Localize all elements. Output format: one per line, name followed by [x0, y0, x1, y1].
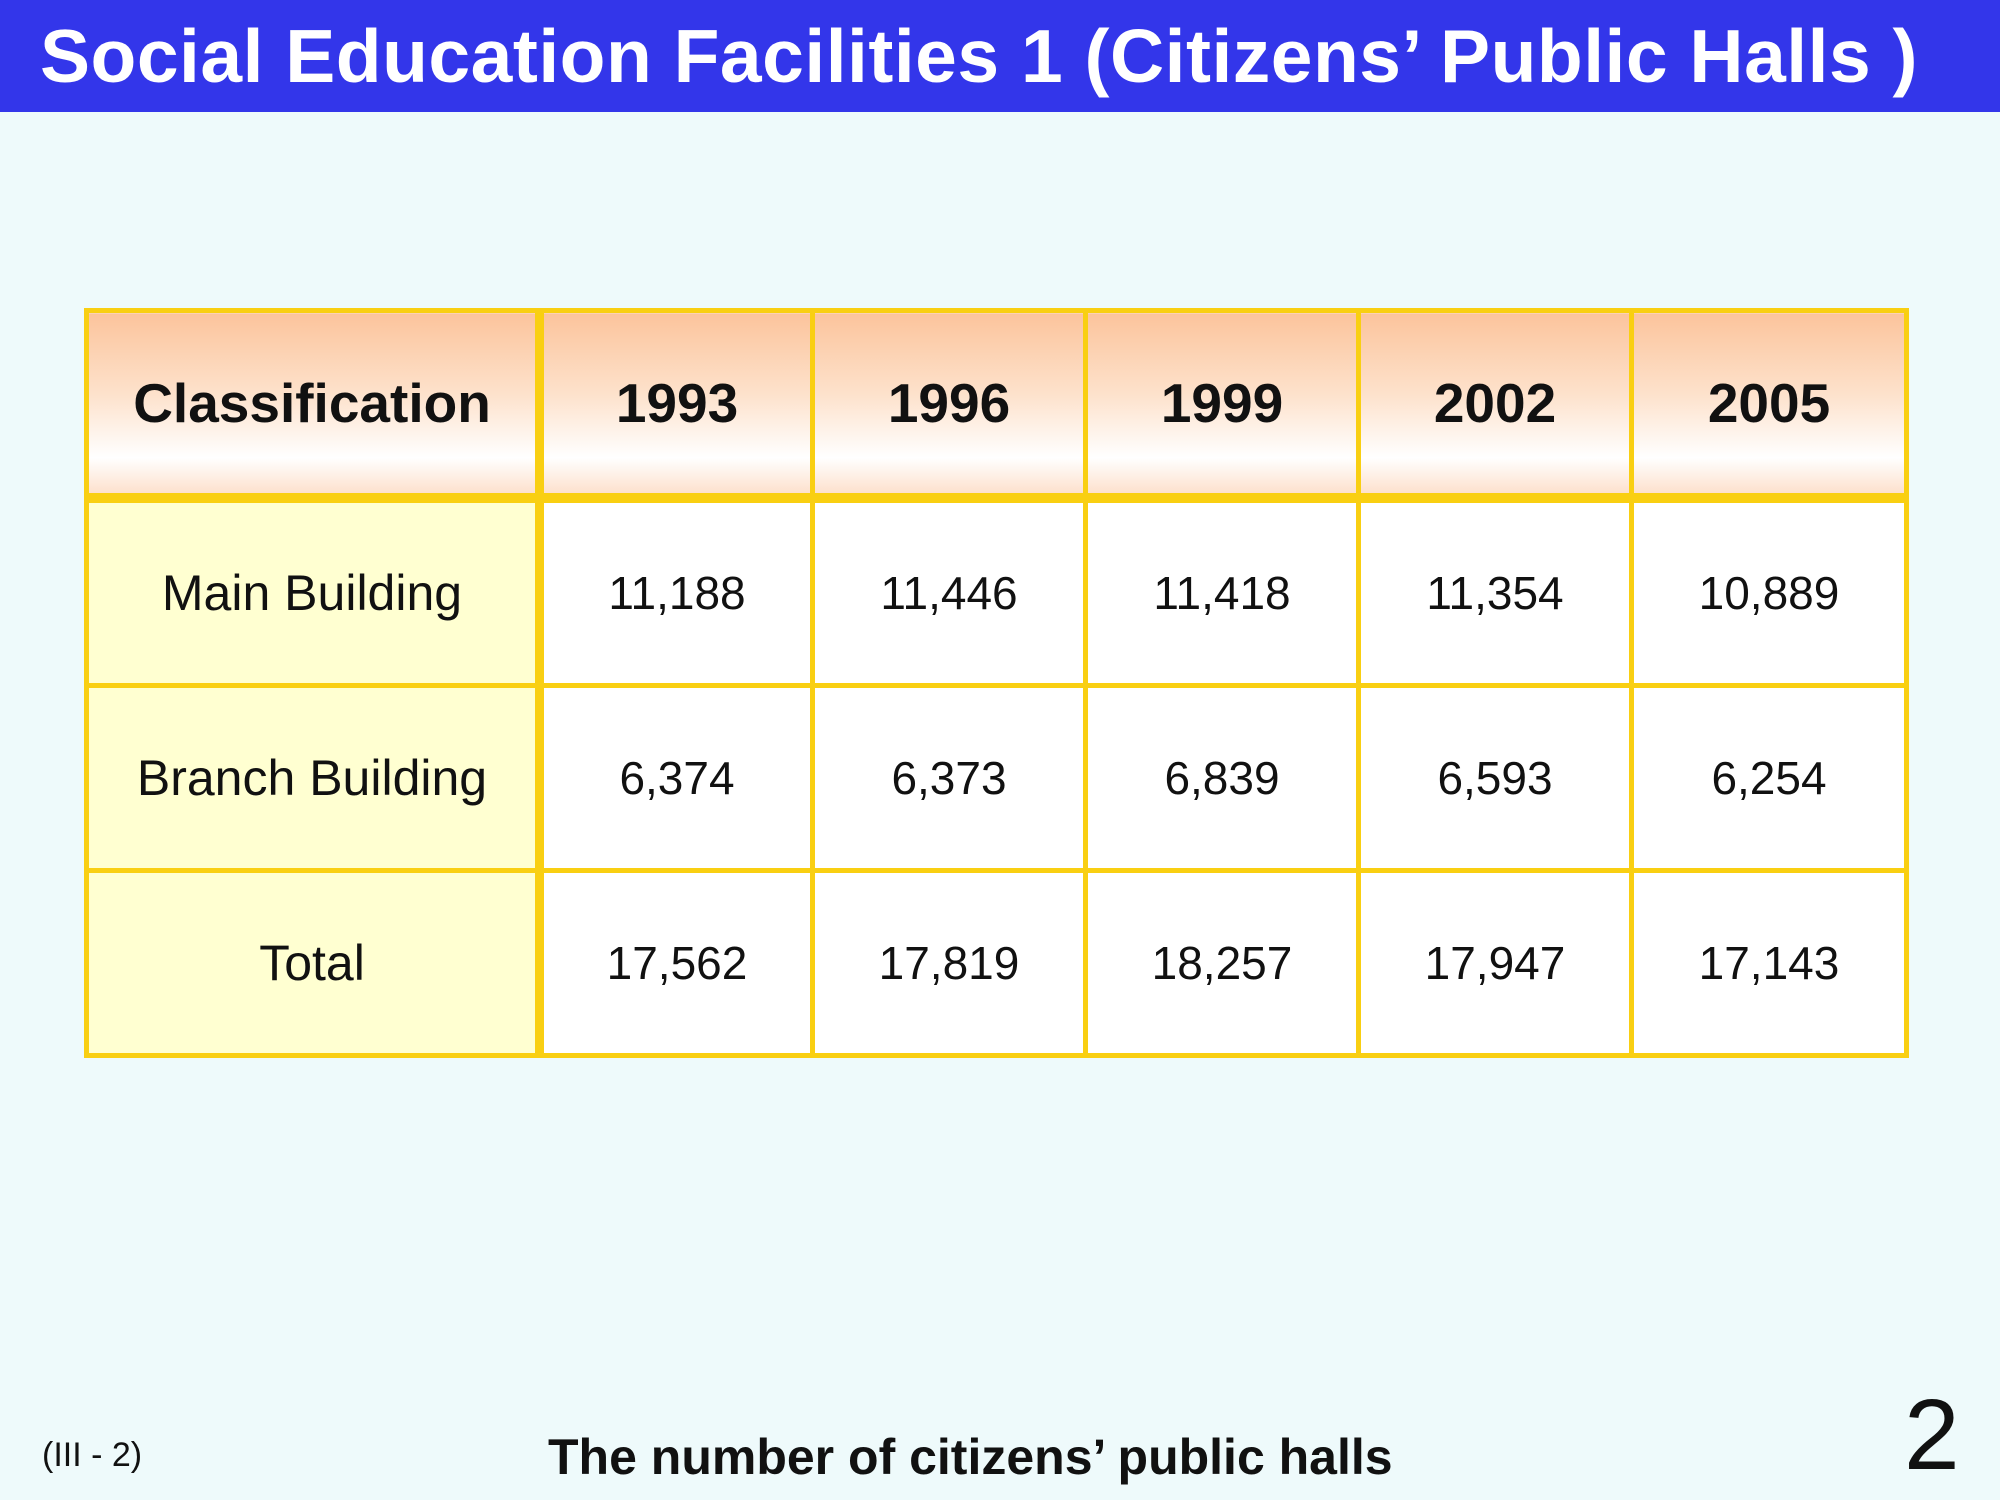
table-cell: 6,254	[1629, 683, 1909, 873]
row-label: Branch Building	[84, 683, 544, 873]
table-caption: The number of citizens’ public halls	[548, 1429, 1393, 1485]
table-cell: 6,373	[810, 683, 1088, 873]
data-table-container: Classification 1993 1996 1999 2002 2005 …	[84, 308, 1909, 1058]
page-number: 2	[1904, 1379, 1960, 1491]
column-header-year: 1993	[537, 308, 815, 503]
table-cell: 6,839	[1083, 683, 1361, 873]
table-row-main-building: Main Building 11,188 11,446 11,418 11,35…	[84, 495, 1909, 688]
table-cell: 11,446	[810, 495, 1088, 688]
table-cell: 17,819	[810, 868, 1088, 1058]
table-row-total: Total 17,562 17,819 18,257 17,947 17,143	[84, 868, 1909, 1058]
row-label: Total	[84, 868, 544, 1058]
table-cell: 6,593	[1356, 683, 1634, 873]
table-cell: 17,947	[1356, 868, 1634, 1058]
table-cell: 10,889	[1629, 495, 1909, 688]
column-header-year: 1999	[1083, 308, 1361, 503]
table-row-branch-building: Branch Building 6,374 6,373 6,839 6,593 …	[84, 683, 1909, 873]
table-cell: 17,143	[1629, 868, 1909, 1058]
table-cell: 11,418	[1083, 495, 1361, 688]
column-header-year: 2005	[1629, 308, 1909, 503]
table-cell: 11,188	[537, 495, 815, 688]
section-code: (III - 2)	[42, 1436, 143, 1474]
title-bar: Social Education Facilities 1 (Citizens’…	[0, 0, 2000, 112]
table-cell: 17,562	[537, 868, 815, 1058]
table-header-row: Classification 1993 1996 1999 2002 2005	[84, 308, 1909, 503]
column-header-classification: Classification	[84, 308, 544, 503]
column-header-year: 2002	[1356, 308, 1634, 503]
column-header-year: 1996	[810, 308, 1088, 503]
row-label: Main Building	[84, 495, 544, 688]
data-table: Classification 1993 1996 1999 2002 2005 …	[84, 308, 1909, 1058]
page-title: Social Education Facilities 1 (Citizens’…	[40, 14, 1919, 98]
table-cell: 18,257	[1083, 868, 1361, 1058]
table-cell: 11,354	[1356, 495, 1634, 688]
table-cell: 6,374	[537, 683, 815, 873]
